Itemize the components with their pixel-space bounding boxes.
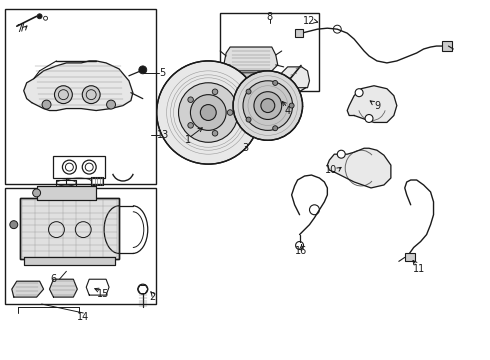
Circle shape [188, 97, 194, 103]
Polygon shape [49, 279, 77, 297]
Text: 12: 12 [303, 16, 316, 26]
Polygon shape [224, 73, 272, 88]
Circle shape [178, 83, 238, 142]
Circle shape [212, 131, 218, 136]
Bar [405, 253, 415, 261]
Text: 9: 9 [374, 100, 380, 111]
Circle shape [289, 103, 294, 108]
Text: 3: 3 [242, 143, 248, 153]
Polygon shape [327, 148, 391, 188]
Circle shape [82, 86, 100, 104]
Text: 16: 16 [295, 247, 308, 256]
Circle shape [227, 110, 233, 115]
Circle shape [243, 81, 293, 130]
Bar [37, 186, 96, 200]
Polygon shape [24, 61, 133, 111]
Circle shape [212, 89, 218, 95]
Bar [53, 156, 105, 178]
Bar [442, 41, 452, 51]
Text: 11: 11 [413, 264, 425, 274]
Text: 7: 7 [17, 24, 23, 34]
Text: 4: 4 [285, 105, 291, 116]
Circle shape [10, 221, 18, 229]
Circle shape [191, 95, 226, 130]
Circle shape [246, 117, 251, 122]
Circle shape [157, 61, 260, 164]
Polygon shape [224, 47, 278, 71]
Bar [37, 186, 96, 200]
Polygon shape [347, 86, 397, 122]
Bar [20, 198, 119, 260]
Circle shape [233, 71, 302, 140]
Circle shape [273, 126, 278, 131]
Bar [5, 9, 156, 184]
Circle shape [139, 66, 147, 74]
Circle shape [188, 122, 194, 128]
Bar [20, 198, 119, 260]
Circle shape [261, 99, 275, 113]
Bar [24, 257, 115, 265]
Bar [5, 188, 156, 304]
Text: 6: 6 [50, 274, 56, 284]
Text: 14: 14 [77, 312, 89, 322]
Circle shape [37, 14, 42, 19]
Text: 1: 1 [185, 135, 192, 145]
Circle shape [365, 114, 373, 122]
Text: 10: 10 [325, 165, 338, 175]
Circle shape [246, 89, 251, 94]
Circle shape [273, 80, 278, 85]
Circle shape [42, 100, 51, 109]
Bar [220, 13, 319, 91]
Text: 15: 15 [97, 289, 109, 299]
Text: 2: 2 [149, 292, 156, 302]
Text: 5: 5 [160, 68, 166, 78]
Circle shape [54, 86, 73, 104]
Circle shape [107, 100, 116, 109]
Circle shape [33, 189, 41, 197]
Circle shape [355, 89, 363, 96]
Polygon shape [278, 67, 310, 88]
Circle shape [337, 150, 345, 158]
Polygon shape [12, 281, 44, 297]
Text: 13: 13 [156, 130, 169, 140]
Circle shape [200, 105, 216, 121]
Text: 8: 8 [267, 12, 273, 22]
Circle shape [254, 92, 282, 120]
Bar [294, 29, 302, 37]
Bar [24, 257, 115, 265]
